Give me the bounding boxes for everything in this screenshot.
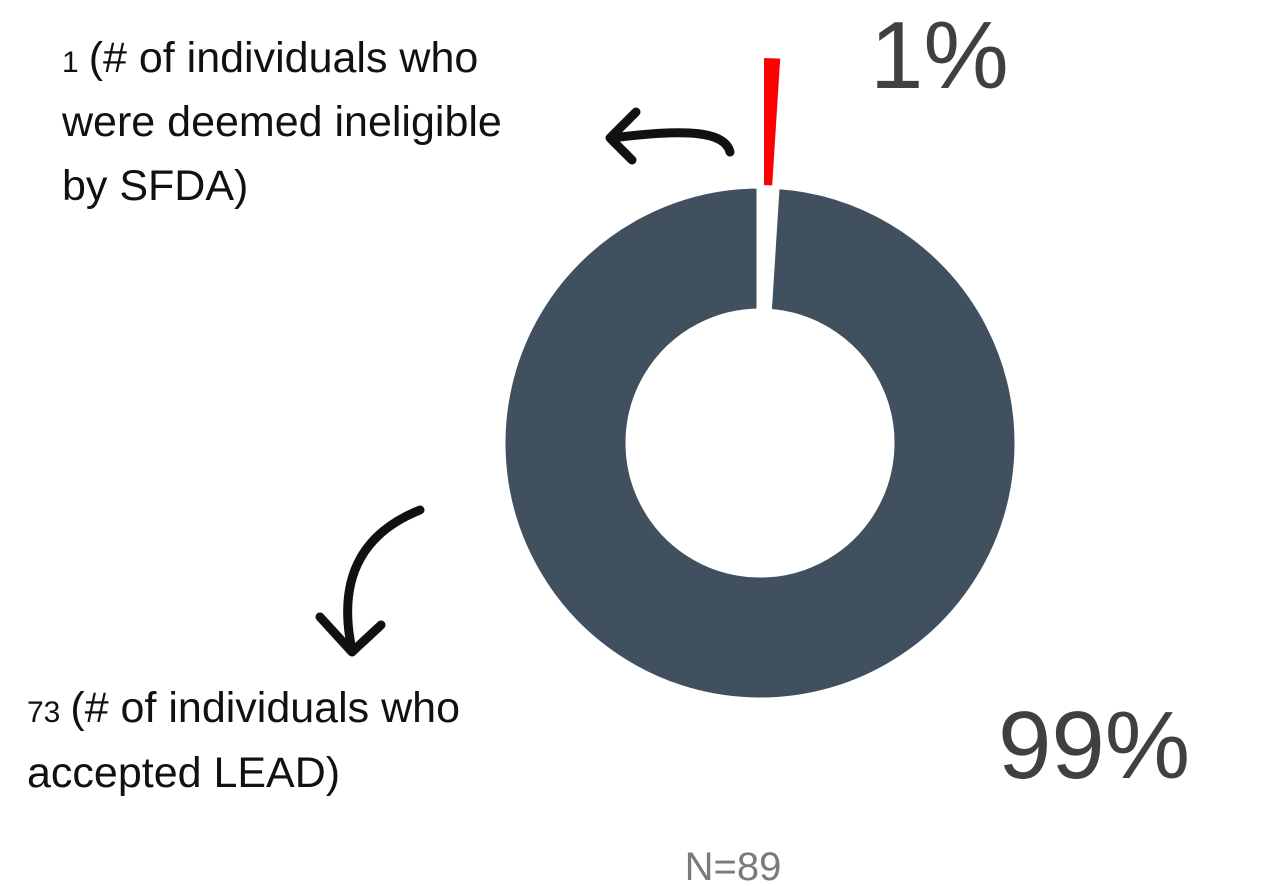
- slice: [763, 58, 781, 186]
- annotation-line: (# of individuals who: [70, 684, 460, 732]
- annotation-line: (# of individuals who: [89, 34, 479, 82]
- annotation-upper: 1 (# of individuals who: [62, 34, 478, 82]
- slice: [498, 181, 1022, 705]
- annotation-line: accepted LEAD): [27, 749, 340, 797]
- annotation-line: were deemed ineligible: [61, 98, 502, 146]
- slice-label: 1%: [870, 2, 1009, 109]
- arrow-lower-head: [315, 612, 386, 657]
- note: N=89: [685, 845, 782, 886]
- arrow-upper-head: [605, 107, 641, 165]
- annotation-count: 73: [27, 696, 60, 729]
- annotation-count: 1: [62, 46, 79, 79]
- arrow-lower: [343, 505, 425, 655]
- annotation-line: by SFDA): [62, 162, 248, 210]
- annotation-lower: 73 (# of individuals who: [27, 684, 460, 732]
- slice-label: 99%: [998, 692, 1190, 799]
- arrows: [315, 107, 735, 657]
- arrow-upper: [607, 128, 735, 157]
